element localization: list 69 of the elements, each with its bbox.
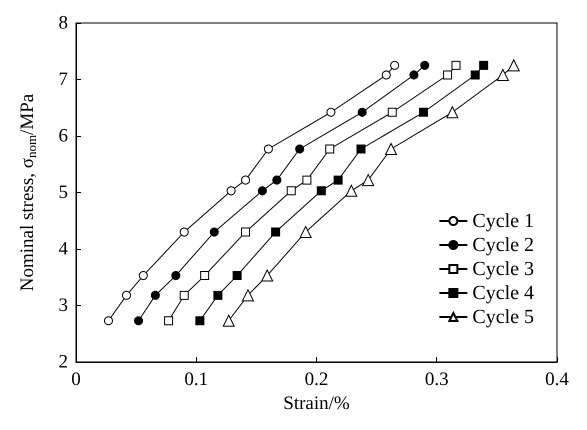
- point: [264, 144, 273, 154]
- point: [164, 316, 174, 326]
- y-axis-title: Nominal stress, σnom/MPa: [17, 93, 39, 292]
- point: [508, 59, 520, 72]
- point: [358, 108, 367, 117]
- point: [241, 228, 250, 237]
- point: [295, 144, 304, 154]
- point: [226, 186, 236, 196]
- point: [122, 290, 132, 300]
- point: [326, 108, 336, 117]
- x-tick-label: 0.1: [184, 369, 208, 390]
- y-tick-label: 3: [58, 295, 68, 316]
- x-tick-label: 0: [71, 369, 81, 390]
- point: [180, 228, 189, 237]
- point: [390, 60, 400, 70]
- point: [150, 290, 160, 300]
- legend-label: Cycle 2: [472, 234, 534, 256]
- point: [420, 60, 430, 70]
- point: [356, 144, 366, 154]
- point: [195, 316, 204, 326]
- point: [479, 60, 488, 70]
- legend-label: Cycle 1: [472, 210, 534, 232]
- legend-label: Cycle 5: [472, 306, 534, 328]
- y-tick-label: 2: [58, 352, 68, 372]
- point: [104, 316, 113, 326]
- point: [222, 314, 235, 327]
- point: [210, 228, 219, 237]
- point: [200, 271, 210, 280]
- legend-label: Cycle 3: [472, 258, 534, 280]
- point: [496, 68, 509, 81]
- point: [409, 70, 418, 80]
- point: [382, 70, 391, 80]
- point: [241, 176, 250, 185]
- point: [443, 70, 452, 80]
- y-tick-label: 8: [58, 12, 68, 34]
- point: [388, 108, 397, 117]
- x-tick-label: 0.4: [545, 369, 570, 390]
- legend-label: Cycle 4: [472, 282, 534, 304]
- point: [271, 228, 280, 237]
- point: [302, 176, 312, 185]
- point: [470, 70, 480, 80]
- point: [300, 226, 312, 238]
- point: [345, 184, 358, 197]
- point: [232, 271, 242, 280]
- point: [316, 186, 326, 196]
- point: [446, 106, 458, 118]
- point: [419, 108, 428, 117]
- x-tick-label: 0.2: [304, 369, 328, 390]
- point: [138, 271, 148, 280]
- point: [272, 176, 282, 185]
- y-tick-label: 6: [58, 126, 68, 146]
- point: [286, 186, 296, 196]
- point: [334, 176, 343, 185]
- y-tick-label: 7: [58, 69, 68, 90]
- point: [242, 289, 254, 302]
- point: [362, 174, 374, 186]
- point: [213, 290, 222, 300]
- point: [385, 142, 398, 155]
- point: [134, 316, 144, 326]
- point: [451, 60, 460, 70]
- point: [261, 270, 274, 282]
- point: [325, 144, 334, 154]
- point: [180, 290, 189, 300]
- y-tick-label: 4: [58, 238, 68, 260]
- x-axis-title: Strain/%: [283, 392, 350, 414]
- x-tick-label: 0.3: [424, 369, 449, 390]
- point: [171, 271, 180, 280]
- point: [258, 186, 267, 196]
- y-tick-label: 5: [58, 182, 68, 203]
